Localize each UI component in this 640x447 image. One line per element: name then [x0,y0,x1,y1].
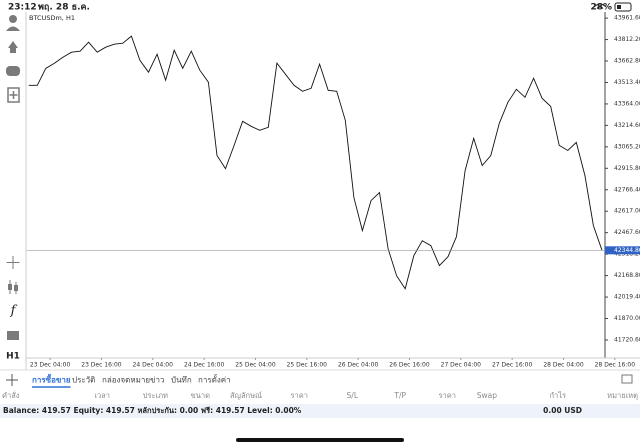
status-time: 23:12 [8,3,37,13]
x-tick-label: 24 Dec 04:00 [133,362,174,369]
crosshair-icon[interactable] [6,256,20,269]
add-button[interactable] [6,374,18,386]
x-tick-label: 23 Dec 04:00 [30,362,71,369]
column-header[interactable]: หมายเหตุ [607,391,638,400]
column-header[interactable]: S/L [347,391,359,400]
x-tick-label: 24 Dec 16:00 [184,362,225,369]
candle-body [14,285,18,291]
current-price-label: 42344.86 [614,247,640,254]
y-tick-label: 43961.60 [614,15,640,22]
column-header[interactable]: ขนาด [191,391,210,400]
y-tick-label: 43812.20 [614,36,640,43]
column-header[interactable]: เวลา [94,391,110,400]
tab[interactable]: การซื้อขาย [32,374,71,385]
trade-icon[interactable] [8,41,18,53]
y-tick-label: 42019.40 [614,294,640,301]
battery-icon [614,2,632,12]
battery-level [617,5,621,9]
x-tick-label: 27 Dec 04:00 [441,362,482,369]
account-icon[interactable] [9,15,17,23]
objects-icon[interactable] [7,331,19,340]
column-header[interactable]: Swap [477,391,497,400]
candle-body [8,284,12,290]
price-line [28,35,603,290]
balance-profit: 0.00 USD [543,406,582,415]
y-tick-label: 42467.60 [614,229,640,236]
tab[interactable]: การตั้งค่า [198,374,231,385]
x-tick-label: 26 Dec 04:00 [338,362,379,369]
x-tick-label: 28 Dec 16:00 [595,362,636,369]
y-tick-label: 43065.20 [614,143,640,150]
status-date: พฤ. 28 ธ.ค. [38,3,90,13]
new-order-icon[interactable] [7,87,20,103]
tab[interactable]: ประวัติ [72,376,95,385]
account-icon-body[interactable] [6,26,20,32]
home-indicator [236,438,404,442]
y-tick-label: 43513.40 [614,79,640,86]
column-header[interactable]: ประเภท [143,391,168,400]
x-tick-label: 23 Dec 16:00 [81,362,122,369]
chat-icon[interactable] [6,66,20,76]
x-tick-label: 25 Dec 04:00 [235,362,276,369]
y-tick-label: 42915.80 [614,165,640,172]
tab[interactable]: กล่องจดหมาย [102,376,150,385]
wifi-icon [593,3,607,9]
column-header[interactable]: สัญลักษณ์ [230,391,262,400]
y-tick-label: 42766.40 [614,186,640,193]
layout-icon[interactable] [621,374,633,384]
column-header[interactable]: ราคา [439,391,456,400]
y-tick-label: 42617.00 [614,208,640,215]
y-tick-label: 43662.80 [614,58,640,65]
y-tick-label: 41720.60 [614,336,640,343]
current-price-box [605,246,640,255]
balance-summary: Balance: 419.57 Equity: 419.57 หลักประกั… [3,406,302,415]
y-tick-label: 41870.00 [614,315,640,322]
balance-row [0,404,640,418]
y-tick-label: 43214.60 [614,122,640,129]
y-tick-label: 42168.80 [614,272,640,279]
x-tick-label: 27 Dec 16:00 [492,362,533,369]
new-order-plus [9,91,18,99]
column-header[interactable]: ราคา [291,391,308,400]
column-header[interactable]: T/P [393,391,406,400]
x-tick-label: 25 Dec 16:00 [287,362,328,369]
tab[interactable]: บันทึก [171,376,192,385]
column-header[interactable]: คำสั่ง [2,390,20,400]
timeframe-button[interactable]: H1 [6,352,20,362]
y-tick-label: 43364.00 [614,100,640,107]
column-header[interactable]: กำไร [549,391,566,400]
chart-title: BTCUSDm, H1 [29,14,75,22]
x-tick-label: 26 Dec 16:00 [389,362,430,369]
indicator-icon[interactable]: f [10,304,18,319]
tab[interactable]: ข่าว [150,376,164,385]
x-tick-label: 28 Dec 04:00 [543,362,584,369]
